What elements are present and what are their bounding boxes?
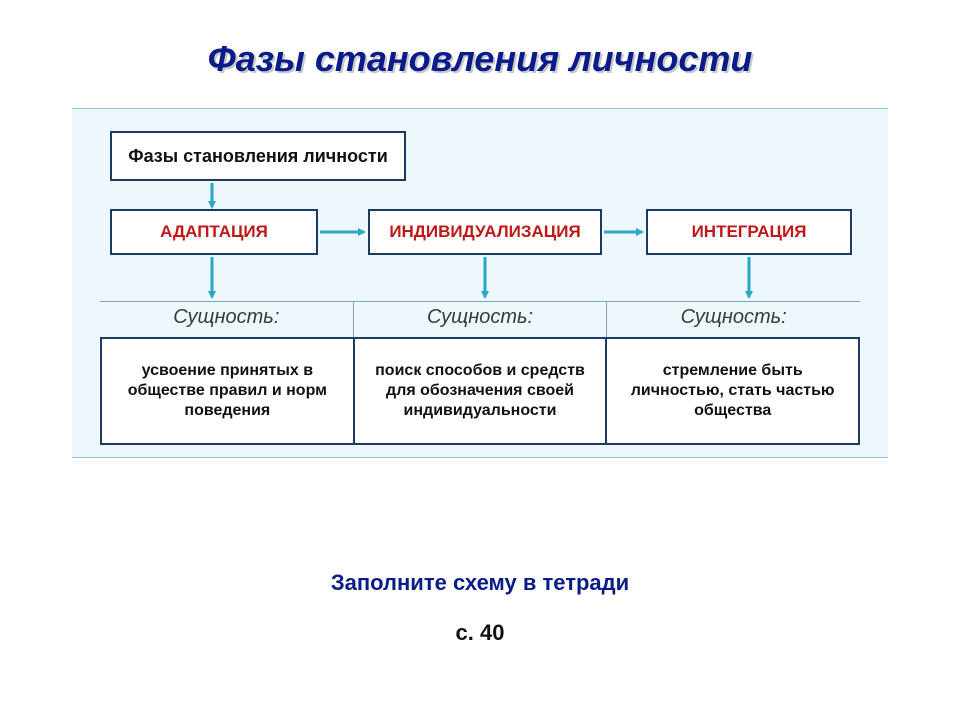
essence-header-1: Сущность: — [100, 301, 353, 340]
phase-box-adaptation: АДАПТАЦИЯ — [110, 209, 318, 255]
description-cell-1: усвоение принятых в обществе правил и но… — [102, 339, 353, 443]
root-box-label: Фазы становления личности — [128, 146, 388, 167]
page-reference: с. 40 — [456, 620, 505, 646]
title-text: Фазы становления личности — [208, 38, 753, 79]
root-box: Фазы становления личности — [110, 131, 406, 181]
essence-header-row: Сущность: Сущность: Сущность: — [100, 301, 860, 340]
phase-box-integration: ИНТЕГРАЦИЯ — [646, 209, 852, 255]
instruction-text: Заполните схему в тетради — [331, 570, 629, 596]
phase-box-individualization: ИНДИВИДУАЛИЗАЦИЯ — [368, 209, 602, 255]
diagram-area: Фазы становления личности АДАПТАЦИЯ ИНДИ… — [72, 108, 888, 458]
phase-label: ИНДИВИДУАЛИЗАЦИЯ — [389, 222, 580, 242]
phase-label: АДАПТАЦИЯ — [160, 222, 268, 242]
description-cell-3: стремление быть личностью, стать частью … — [605, 339, 858, 443]
description-cell-2: поиск способов и средств для обозначения… — [353, 339, 606, 443]
phase-label: ИНТЕГРАЦИЯ — [692, 222, 807, 242]
description-row: усвоение принятых в обществе правил и но… — [100, 337, 860, 445]
page-title: Фазы становления личности — [208, 38, 753, 80]
essence-header-2: Сущность: — [353, 301, 607, 340]
essence-header-3: Сущность: — [606, 301, 860, 340]
